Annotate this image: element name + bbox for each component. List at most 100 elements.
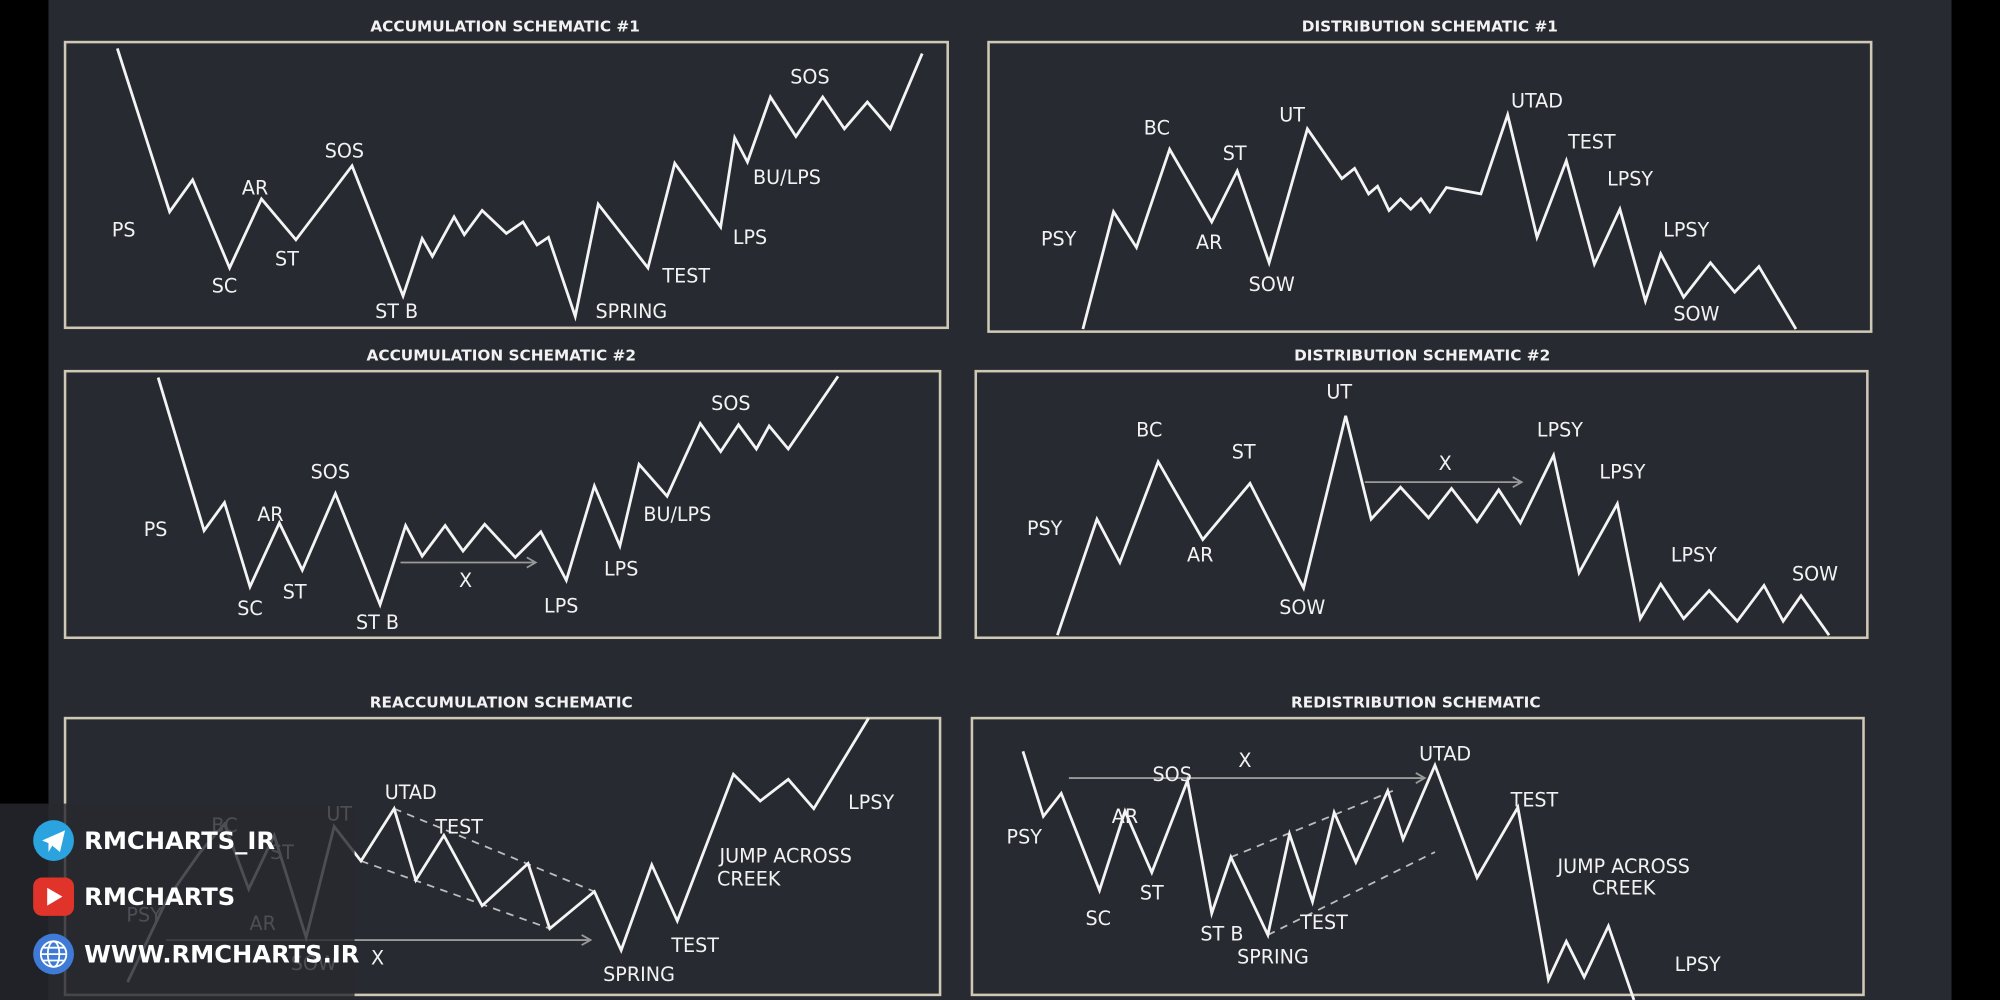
phase-label: UTAD: [385, 781, 437, 804]
schematic-panel: ACCUMULATION SCHEMATIC #2 PS SC AR ST SOS ST B…: [63, 346, 942, 640]
panel-title: DISTRIBUTION SCHEMATIC #1: [1302, 17, 1558, 35]
phase-label: LPS: [544, 595, 578, 618]
phase-label: ST B: [1200, 922, 1243, 945]
panel-frame: [987, 40, 1873, 333]
phase-label: SOS: [1153, 763, 1192, 786]
phase-label: TEST: [1567, 130, 1616, 153]
phase-label: CREEK: [717, 868, 781, 891]
phase-label: LPSY: [1537, 419, 1583, 442]
channel-line: [360, 860, 551, 930]
phase-label: SOS: [311, 461, 350, 484]
panel-title: REDISTRIBUTION SCHEMATIC: [1291, 693, 1541, 711]
social-handle: RMCHARTS: [84, 883, 235, 911]
phase-label: PSY: [1027, 517, 1063, 540]
phase-label: SC: [1085, 907, 1111, 930]
arrow-head: [1415, 772, 1427, 784]
phase-label: SOW: [1673, 303, 1719, 326]
phase-label: LPS: [604, 558, 638, 581]
channel-line: [1230, 789, 1394, 858]
phase-label: UT: [1279, 104, 1305, 127]
phase-label: TEST: [1510, 789, 1559, 812]
phase-label: AR: [257, 503, 283, 526]
panel-title: ACCUMULATION SCHEMATIC #2: [367, 346, 637, 364]
phase-label: ST: [1232, 440, 1256, 463]
phase-label: CREEK: [1592, 877, 1656, 900]
telegram-glyph: [42, 830, 66, 853]
canvas: [48, 0, 1952, 1000]
phase-label: X: [459, 569, 472, 592]
price-path: [156, 375, 840, 609]
phase-label: SPRING: [596, 300, 668, 323]
phase-label: ST B: [375, 300, 418, 323]
phase-label: AR: [1187, 544, 1213, 567]
panel-title: DISTRIBUTION SCHEMATIC #2: [1294, 346, 1550, 364]
phase-label: JUMP ACROSS: [718, 845, 851, 868]
phase-label: ST: [275, 248, 299, 271]
phase-label: LPSY: [1663, 218, 1709, 241]
schematic-panel: ACCUMULATION SCHEMATIC #1 PS SC AR ST SOS ST B…: [63, 17, 949, 330]
phase-label: SPRING: [1237, 945, 1309, 968]
phase-label: TEST: [661, 264, 710, 287]
phase-label: SC: [212, 274, 238, 297]
globe-glyph: [39, 940, 68, 968]
phase-label: LPSY: [1671, 544, 1717, 567]
phase-label: LPSY: [1675, 953, 1721, 976]
phase-label: SOS: [325, 139, 364, 162]
social-handle: RMCHARTS_IR: [84, 827, 275, 855]
channel-line: [1267, 851, 1436, 936]
schematic-panel: DISTRIBUTION SCHEMATIC #1 PSY BC AR ST SOW UT U…: [987, 17, 1873, 333]
phase-label: BU/LPS: [643, 503, 711, 526]
price-path: [1056, 415, 1831, 637]
phase-label: ST: [283, 581, 307, 604]
youtube-glyph: [47, 887, 63, 906]
phase-label: X: [1439, 452, 1452, 475]
phase-label: UT: [1326, 380, 1352, 403]
price-path: [116, 48, 924, 322]
phase-label: SOW: [1279, 596, 1325, 619]
phase-label: BU/LPS: [753, 166, 821, 189]
phase-label: PS: [144, 518, 168, 541]
phase-label: X: [1238, 749, 1251, 772]
phase-label: UTAD: [1419, 743, 1471, 766]
phase-label: LPS: [733, 226, 767, 249]
phase-label: JUMP ACROSS: [1556, 855, 1689, 878]
phase-label: AR: [242, 176, 268, 199]
phase-label: ST: [1223, 142, 1247, 165]
social-handle: WWW.RMCHARTS.IR: [84, 940, 360, 968]
arrow-head: [526, 556, 538, 569]
phase-label: TEST: [434, 815, 483, 838]
price-path: [1021, 750, 1636, 1000]
phase-label: AR: [1196, 231, 1222, 254]
panel-title: REACCUMULATION SCHEMATIC: [370, 693, 633, 711]
phase-label: LPSY: [1607, 167, 1653, 190]
panel-frame: [970, 716, 1865, 997]
phase-label: TEST: [670, 934, 719, 957]
panel-frame: [63, 40, 949, 330]
phase-label: TEST: [1299, 911, 1348, 934]
panel-title: ACCUMULATION SCHEMATIC #1: [370, 17, 640, 35]
price-path: [1081, 109, 1798, 330]
phase-label: LPSY: [1599, 461, 1645, 484]
social-overlay: RMCHARTS_IR RMCHARTS WWW.RMCHARTS.IR: [0, 803, 360, 1000]
phase-label: SOW: [1792, 563, 1838, 586]
phase-label: UTAD: [1511, 90, 1563, 113]
phase-label: ST B: [356, 611, 399, 634]
phase-label: PS: [112, 218, 136, 241]
schematic-panel: DISTRIBUTION SCHEMATIC #2 PSY BC AR ST SOW UT X…: [974, 346, 1869, 640]
phase-label: SPRING: [603, 963, 675, 986]
arrow-head: [1512, 476, 1524, 489]
phase-label: LPSY: [848, 791, 894, 814]
phase-label: BC: [1136, 419, 1162, 442]
phase-label: SOS: [711, 392, 750, 415]
arrow-head: [581, 934, 593, 946]
panel-frame: [974, 369, 1869, 640]
phase-label: PSY: [1041, 227, 1077, 250]
phase-label: PSY: [1007, 826, 1043, 849]
phase-label: SOW: [1249, 273, 1295, 296]
panel-frame: [63, 369, 942, 640]
phase-label: ST: [1140, 882, 1164, 905]
phase-label: SOS: [790, 65, 829, 88]
phase-label: SC: [237, 597, 263, 620]
